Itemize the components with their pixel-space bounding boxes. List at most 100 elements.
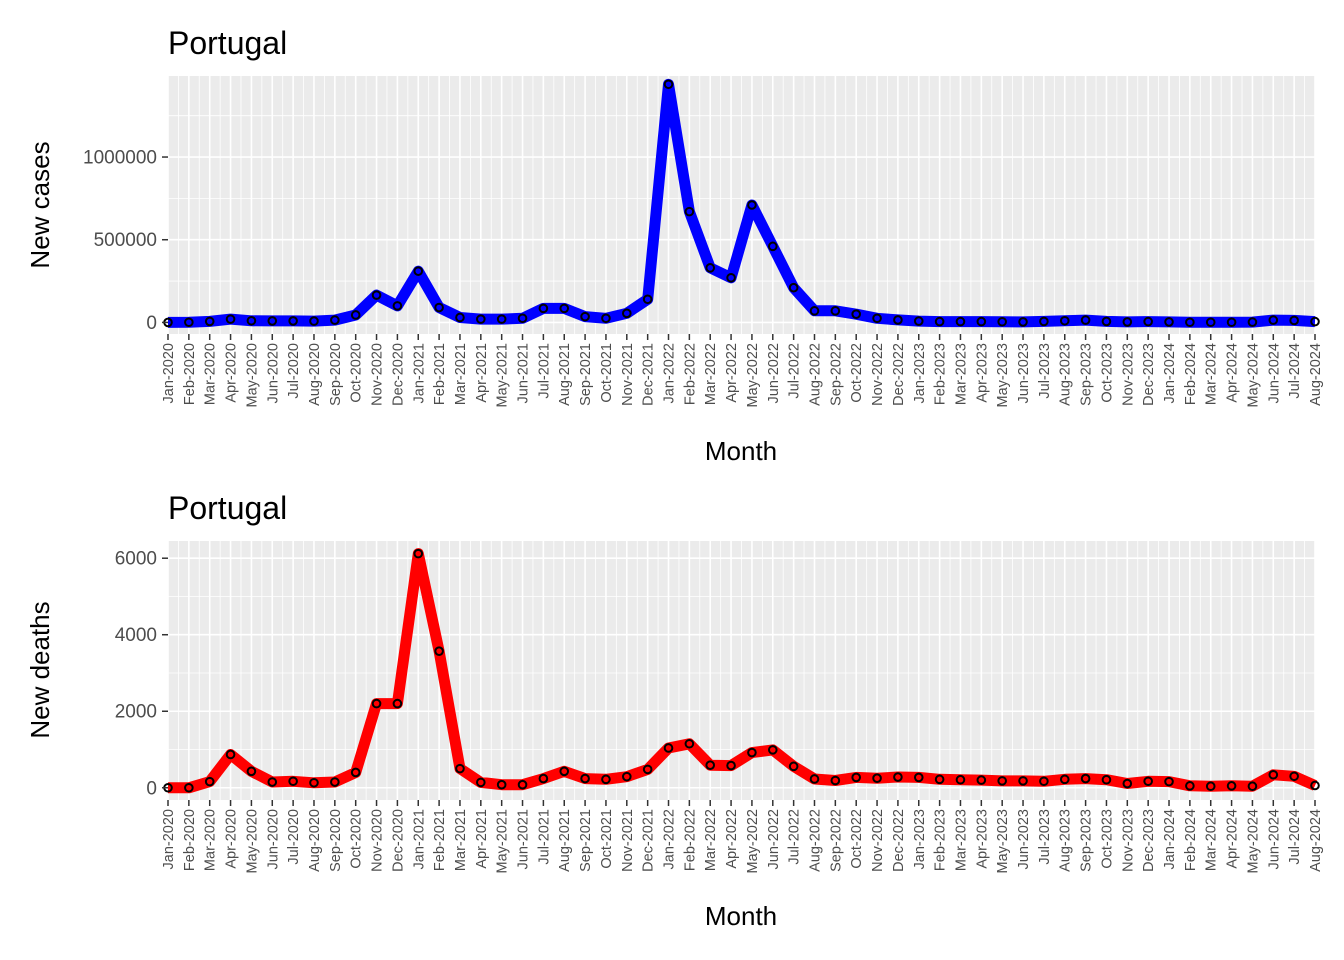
- cases-data-point: [1226, 317, 1237, 328]
- deaths-data-point: [559, 766, 570, 777]
- cases-data-point: [913, 316, 924, 326]
- cases-x-tick-label: Jul-2021: [536, 343, 552, 399]
- cases-data-point: [830, 306, 841, 316]
- deaths-x-tick-label: Jun-2020: [265, 809, 281, 869]
- cases-data-point: [1268, 315, 1279, 325]
- cases-data-point: [184, 317, 194, 328]
- deaths-data-point: [330, 777, 340, 787]
- deaths-data-point: [788, 761, 799, 772]
- deaths-y-axis-title: New deaths: [25, 601, 55, 738]
- cases-x-tick-label: Dec-2023: [1141, 343, 1157, 406]
- deaths-data-point: [663, 743, 674, 753]
- deaths-data-point: [976, 775, 987, 785]
- deaths-x-tick-label: Apr-2020: [224, 809, 240, 869]
- cases-x-tick-label: Aug-2022: [807, 343, 823, 406]
- deaths-x-tick-label: May-2023: [995, 809, 1011, 873]
- cases-x-tick-label: Aug-2020: [307, 343, 323, 406]
- cases-data-point: [225, 314, 236, 324]
- deaths-x-tick-label: Jul-2023: [1037, 809, 1053, 865]
- cases-x-tick-label: Dec-2020: [390, 343, 406, 406]
- cases-data-point: [309, 316, 319, 326]
- deaths-x-tick-label: Mar-2021: [453, 809, 469, 871]
- deaths-x-tick-label: May-2021: [495, 809, 511, 873]
- cases-data-point: [371, 290, 382, 300]
- cases-x-tick-label: Feb-2020: [182, 343, 198, 405]
- cases-x-axis-title: Month: [705, 436, 777, 466]
- deaths-data-point: [622, 771, 632, 782]
- cases-data-point: [204, 316, 215, 327]
- cases-data-point: [559, 303, 570, 314]
- deaths-x-axis-title: Month: [705, 901, 777, 931]
- deaths-x-tick-label: Apr-2021: [474, 809, 490, 869]
- deaths-data-point: [1080, 773, 1091, 784]
- deaths-x-tick-label: Dec-2021: [641, 809, 657, 872]
- cases-data-point: [934, 316, 945, 327]
- deaths-x-tick-label: Nov-2023: [1120, 809, 1136, 872]
- deaths-data-point: [455, 763, 465, 774]
- cases-x-tick-label: Apr-2021: [474, 343, 490, 403]
- deaths-x-tick-label: Jan-2022: [662, 809, 678, 869]
- deaths-x-tick-label: Dec-2020: [390, 809, 406, 872]
- deaths-x-tick-label: Aug-2022: [807, 809, 823, 872]
- cases-x-tick-label: Sep-2023: [1079, 343, 1095, 406]
- deaths-data-point: [309, 777, 319, 788]
- deaths-y-tick-label: 0: [146, 778, 157, 799]
- cases-series-points: [163, 79, 1320, 328]
- cases-x-tick-label: Mar-2024: [1204, 343, 1220, 405]
- deaths-x-tick-label: Jun-2021: [516, 809, 532, 869]
- cases-x-tick-label: Oct-2022: [849, 343, 865, 403]
- cases-x-tick-label: Jun-2020: [265, 343, 281, 403]
- cases-data-point: [434, 302, 444, 313]
- deaths-data-point: [1059, 774, 1070, 785]
- deaths-x-tick-label: Aug-2020: [307, 809, 323, 872]
- deaths-data-point: [496, 779, 507, 790]
- cases-chart-title: Portugal: [168, 25, 287, 61]
- cases-data-point: [726, 272, 736, 283]
- deaths-data-point: [684, 738, 695, 749]
- cases-x-tick-label: Feb-2022: [682, 343, 698, 405]
- cases-data-point: [872, 313, 882, 324]
- cases-data-point: [580, 311, 590, 322]
- deaths-data-point: [392, 698, 403, 709]
- deaths-data-point: [642, 764, 653, 775]
- deaths-x-tick-label: Jan-2020: [161, 809, 177, 869]
- deaths-data-point: [288, 776, 298, 787]
- cases-data-point: [350, 310, 361, 320]
- cases-x-tick-label: Aug-2023: [1058, 343, 1074, 406]
- cases-data-point: [1205, 317, 1216, 328]
- deaths-x-tick-label: Jul-2024: [1287, 809, 1303, 865]
- deaths-x-tick-label: Jan-2023: [912, 809, 928, 869]
- cases-x-tick-label: Sep-2022: [828, 343, 844, 406]
- cases-data-point: [705, 263, 716, 273]
- cases-x-tick-label: May-2024: [1245, 343, 1261, 407]
- deaths-x-tick-label: May-2022: [745, 809, 761, 873]
- deaths-major-gridlines: [167, 541, 1316, 800]
- deaths-x-tick-label: Nov-2020: [370, 809, 386, 872]
- deaths-x-tick-label: Apr-2023: [974, 809, 990, 869]
- deaths-data-point: [705, 760, 716, 770]
- deaths-data-point: [767, 745, 778, 755]
- deaths-data-point: [851, 772, 862, 783]
- cases-data-point: [1289, 315, 1299, 326]
- cases-x-tick-label: Jul-2024: [1287, 343, 1303, 399]
- cases-data-point: [517, 313, 528, 324]
- deaths-data-point: [267, 777, 278, 787]
- cases-x-tick-label: Jun-2024: [1266, 343, 1282, 403]
- deaths-x-tick-label: Apr-2024: [1225, 809, 1241, 869]
- cases-y-tick-label: 1000000: [83, 148, 157, 169]
- cases-data-point: [955, 316, 966, 327]
- deaths-x-tick-label: May-2020: [244, 809, 260, 873]
- cases-x-tick-label: Apr-2022: [724, 343, 740, 403]
- cases-x-tick-label: Nov-2023: [1120, 343, 1136, 406]
- cases-data-point: [788, 282, 799, 293]
- deaths-chart-title: Portugal: [168, 490, 287, 526]
- deaths-data-point: [1226, 781, 1237, 791]
- cases-x-tick-label: Oct-2020: [349, 343, 365, 403]
- cases-x-axis: Jan-2020 Feb-2020 Mar-2020 Apr-2020 May-2020…: [161, 334, 1324, 407]
- cases-minor-gridlines: [168, 76, 1315, 334]
- cases-x-tick-label: Feb-2024: [1183, 343, 1199, 405]
- cases-data-point: [1185, 317, 1195, 328]
- deaths-data-point: [517, 779, 528, 790]
- cases-data-point: [622, 308, 632, 319]
